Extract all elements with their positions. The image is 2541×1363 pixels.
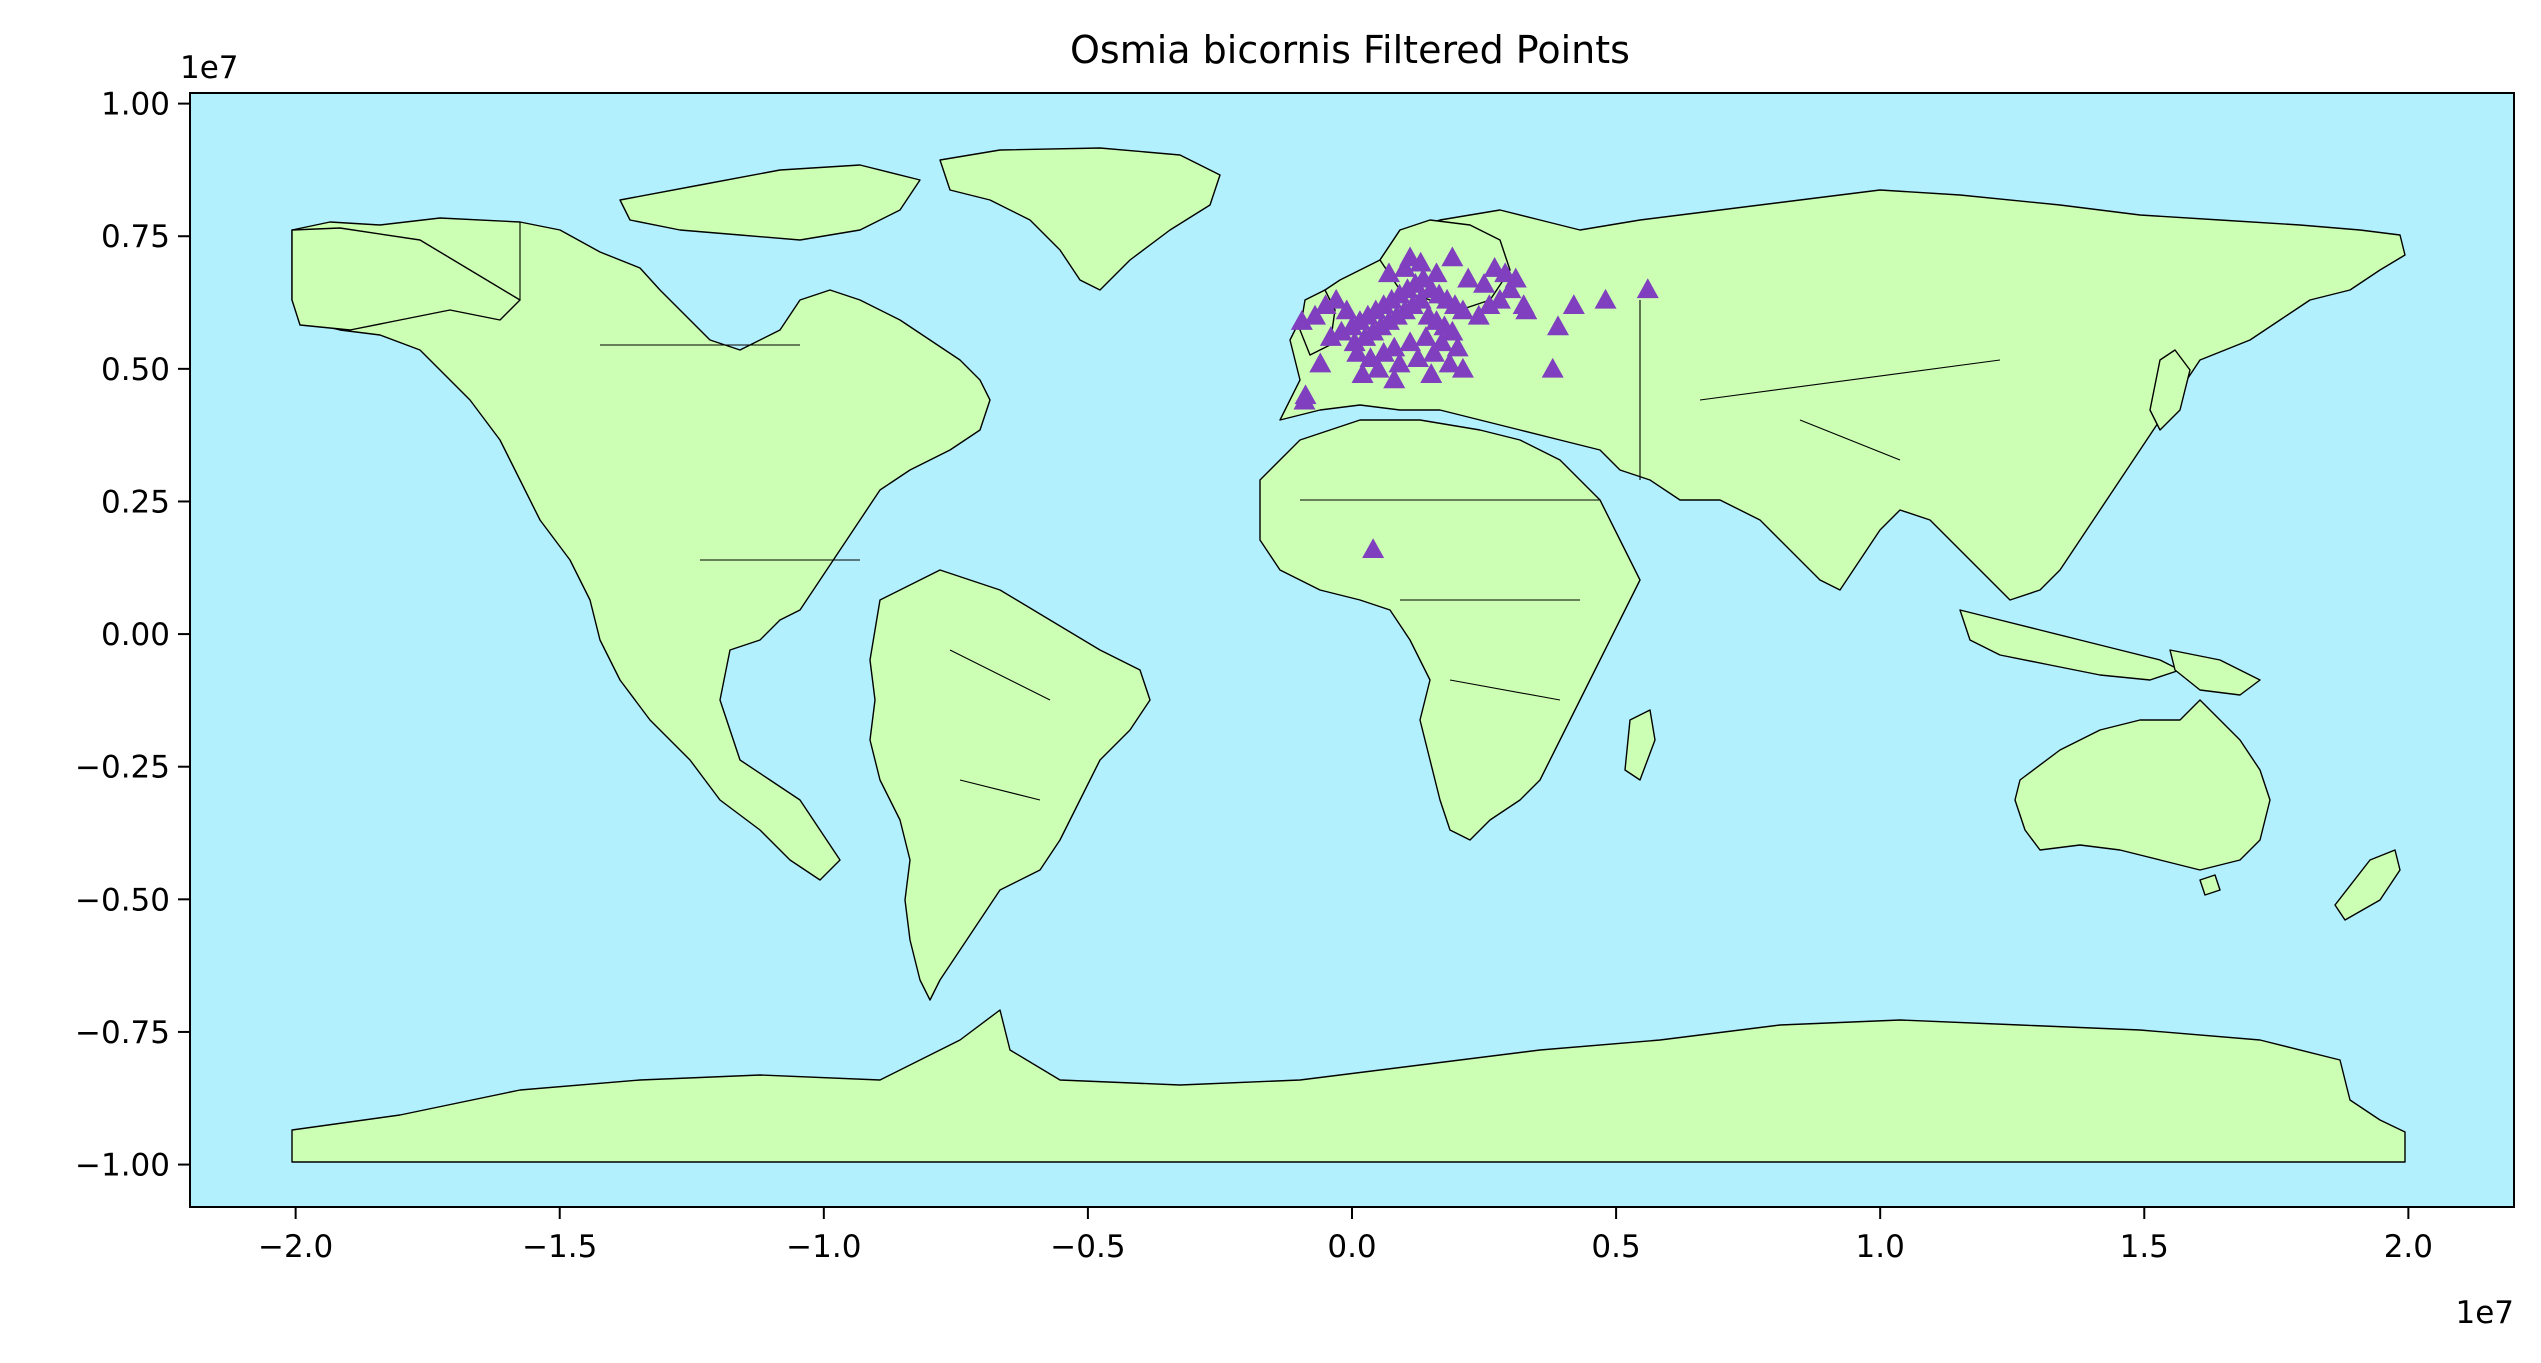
x-tick-label: 0.5 [1591, 1229, 1640, 1265]
occurrence-point [1457, 267, 1480, 288]
y-axis: 1.00 0.75 0.50 0.25 0.00 −0.25 −0.50 −0.75 −1.00 [75, 87, 190, 1184]
x-tick-label: 2.0 [2384, 1229, 2433, 1265]
occurrence-point [1562, 294, 1585, 314]
country-borders [519, 222, 2001, 801]
occurrence-point [1546, 315, 1569, 336]
occurrence-point [1383, 368, 1406, 389]
occurrence-point [1377, 262, 1400, 283]
landmass-japan [2149, 349, 2191, 431]
occurrence-point [1420, 363, 1443, 383]
occurrence-point [1359, 347, 1382, 368]
y-tick-label: 1.00 [101, 87, 170, 123]
occurrence-point [1438, 352, 1461, 373]
x-axis: −2.0 −1.5 −1.0 −0.5 0.0 0.5 1.0 1.5 2.0 [258, 1207, 2433, 1265]
landmass-south-america [869, 569, 1151, 1001]
occurrence-points [1290, 246, 1659, 559]
landmass-new-zealand [2334, 849, 2401, 921]
landmass-arctic-islands [619, 164, 921, 241]
occurrence-point [1372, 341, 1395, 362]
occurrence-point [1451, 357, 1474, 378]
landmass-antarctica [291, 1009, 2406, 1163]
occurrence-point [1351, 363, 1374, 383]
landmass-eurasia [1279, 189, 2406, 601]
occurrence-point [1412, 267, 1435, 288]
occurrence-point [1422, 341, 1445, 362]
y-tick-label: 0.75 [101, 219, 170, 255]
occurrence-point [1343, 331, 1366, 352]
chart-title: Osmia bicornis Filtered Points [1070, 28, 1630, 72]
occurrence-point [1478, 294, 1501, 314]
occurrence-point [1325, 288, 1348, 309]
x-tick-label: 1.0 [1856, 1229, 1905, 1265]
landmass-tasmania [2199, 874, 2221, 896]
occurrence-point [1467, 304, 1490, 325]
occurrence-point [1594, 288, 1617, 309]
landmass-north-america [291, 217, 991, 881]
x-tick-label: −1.0 [786, 1229, 861, 1265]
occurrence-point [1362, 538, 1385, 559]
y-tick-label: −0.75 [75, 1015, 170, 1051]
occurrence-point [1309, 352, 1332, 373]
land-masses [291, 147, 2406, 1163]
x-tick-label: −2.0 [258, 1229, 333, 1265]
occurrence-point [1488, 288, 1511, 309]
occurrence-point [1636, 278, 1659, 299]
y-tick-label: 0.00 [101, 617, 170, 653]
x-tick-label: −1.5 [522, 1229, 597, 1265]
y-tick-label: 0.50 [101, 352, 170, 388]
occurrence-point [1441, 320, 1464, 341]
occurrence-point [1319, 326, 1342, 346]
y-scale-label: 1e7 [180, 50, 239, 86]
occurrence-point [1399, 331, 1422, 352]
occurrence-point [1388, 352, 1411, 373]
occurrence-point [1441, 246, 1464, 267]
occurrence-point [1383, 336, 1406, 357]
y-tick-label: −1.00 [75, 1148, 170, 1184]
occurrence-point [1367, 357, 1390, 378]
y-tick-label: −0.25 [75, 750, 170, 786]
occurrence-point [1512, 294, 1535, 314]
occurrence-point [1393, 257, 1416, 277]
occurrence-point [1473, 272, 1496, 293]
occurrence-point [1407, 347, 1430, 368]
x-tick-label: −0.5 [1050, 1229, 1125, 1265]
landmass-madagascar [1624, 709, 1656, 781]
occurrence-point [1335, 299, 1358, 320]
occurrence-point [1304, 304, 1327, 325]
occurrence-point [1294, 384, 1317, 405]
occurrence-point [1430, 331, 1453, 352]
occurrence-point [1414, 326, 1437, 346]
landmass-new-guinea [2169, 649, 2261, 696]
landmass-australia [2014, 699, 2271, 871]
occurrence-point [1409, 251, 1432, 272]
occurrence-point [1451, 299, 1474, 320]
occurrence-point [1290, 310, 1313, 330]
occurrence-point [1425, 262, 1448, 283]
y-tick-label: 0.25 [101, 484, 170, 520]
x-tick-label: 0.0 [1327, 1229, 1376, 1265]
x-tick-label: 1.5 [2120, 1229, 2169, 1265]
y-tick-label: −0.50 [75, 882, 170, 918]
occurrence-point [1409, 288, 1432, 309]
landmass-greenland [939, 147, 1221, 291]
occurrence-point [1346, 341, 1369, 362]
occurrence-point [1541, 357, 1564, 378]
occurrence-point [1399, 246, 1422, 267]
occurrence-point [1314, 294, 1337, 314]
occurrence-point [1446, 336, 1469, 357]
landmass-alaska [291, 227, 521, 331]
x-scale-label: 1e7 [2455, 1295, 2514, 1331]
occurrence-point [1499, 278, 1522, 299]
landmass-africa [1259, 419, 1641, 841]
